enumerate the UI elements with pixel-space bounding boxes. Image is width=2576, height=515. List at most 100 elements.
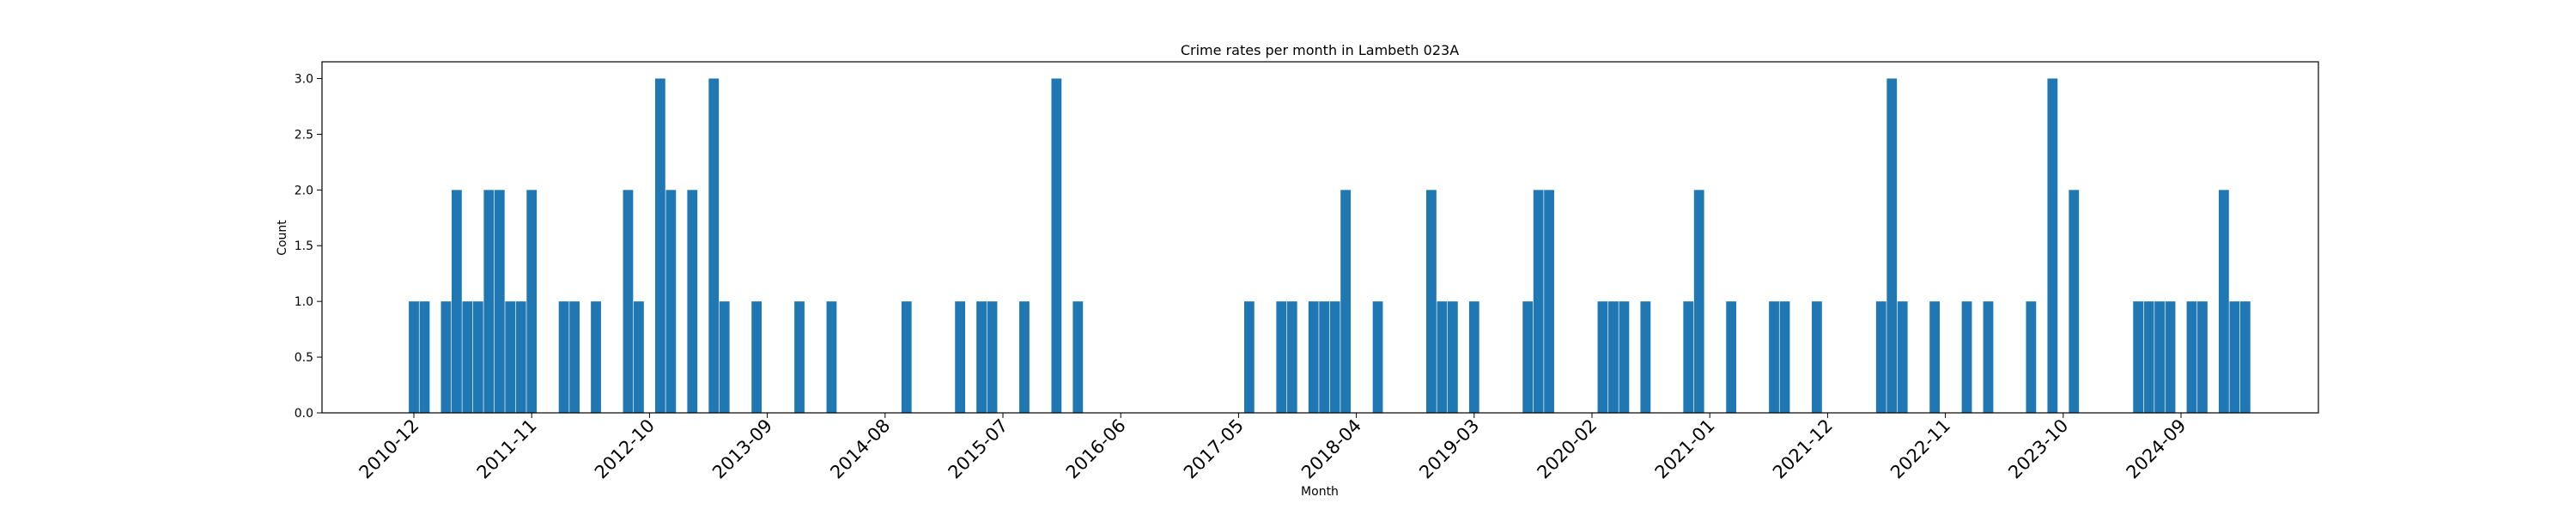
bar-2025-03: [2239, 301, 2251, 413]
bar-2017-12: [1308, 301, 1319, 413]
bar-2019-08: [1522, 301, 1534, 413]
x-axis: 2010-12 2011-11 2012-10 2013-09 2014-08 2015-…: [355, 413, 2190, 483]
x-axis-label: Month: [1301, 485, 1339, 499]
bar-2012-09: [634, 301, 644, 413]
bar-2015-05: [976, 301, 987, 413]
bar-2023-07: [2026, 301, 2037, 413]
x-tick-label: 2020-02: [1534, 415, 1601, 483]
x-tick-label: 2024-09: [2123, 415, 2190, 483]
bar-2020-03: [1597, 301, 1608, 413]
bar-2024-07: [2154, 301, 2165, 413]
bar-2024-08: [2165, 301, 2176, 413]
bar-2012-11: [654, 78, 665, 413]
bar-2017-10: [1286, 301, 1297, 413]
x-tick-label: 2011-11: [473, 415, 541, 483]
bar-2011-09: [505, 301, 516, 413]
bar-2013-05: [719, 301, 730, 413]
bar-2017-09: [1276, 301, 1287, 413]
bar-2018-02: [1329, 301, 1340, 413]
bar-2013-02: [687, 190, 698, 413]
x-tick-label: 2023-10: [2004, 415, 2072, 483]
y-tick-label: 0.5: [295, 351, 313, 365]
x-tick-label: 2022-11: [1886, 415, 1954, 483]
bar-2014-10: [901, 301, 912, 413]
bar-2011-04: [451, 190, 462, 413]
bar-2022-07: [1897, 301, 1908, 413]
y-axis: 0.0 0.5 1.0 1.5 2.0 2.5 3.0: [295, 72, 322, 421]
plot-frame: [321, 61, 2319, 414]
bar-2022-05: [1875, 301, 1886, 413]
bar-2012-12: [665, 190, 677, 413]
bar-2020-07: [1640, 301, 1651, 413]
bar-2011-05: [462, 301, 473, 413]
bar-2024-10: [2186, 301, 2197, 413]
bar-2019-09: [1533, 190, 1544, 413]
bar-2018-12: [1437, 301, 1448, 413]
bar-2011-06: [472, 301, 483, 413]
bar-2018-06: [1372, 301, 1383, 413]
bar-2023-09: [2047, 78, 2058, 413]
bar-2011-07: [483, 190, 495, 413]
bar-2018-01: [1319, 301, 1330, 413]
x-tick-label: 2014-08: [826, 415, 894, 483]
bar-2024-11: [2197, 301, 2208, 413]
bar-2021-08: [1779, 301, 1790, 413]
bar-2024-05: [2133, 301, 2144, 413]
x-tick-label: 2012-10: [591, 415, 659, 483]
x-tick-label: 2018-04: [1297, 415, 1365, 483]
bar-2011-03: [440, 301, 452, 413]
bar-2022-10: [1929, 301, 1941, 413]
bar-2012-05: [591, 301, 601, 413]
y-tick-label: 1.0: [295, 295, 313, 309]
bar-2015-12: [1051, 78, 1062, 413]
x-tick-label: 2021-01: [1651, 415, 1719, 483]
bar-2019-03: [1468, 301, 1479, 413]
bar-2011-08: [494, 190, 505, 413]
bar-2012-03: [569, 301, 580, 413]
y-tick-label: 2.5: [295, 128, 313, 142]
y-tick-label: 1.5: [295, 239, 313, 253]
bar-2012-08: [623, 190, 634, 413]
y-tick-label: 0.0: [295, 407, 313, 421]
bar-2020-05: [1619, 301, 1630, 413]
x-tick-label: 2010-12: [355, 415, 423, 483]
y-tick-label: 2.0: [295, 184, 313, 197]
bar-2021-03: [1726, 301, 1737, 413]
chart-title: Crime rates per month in Lambeth 023A: [1181, 42, 1459, 58]
bar-2010-12: [409, 301, 419, 413]
bar-2020-11: [1683, 301, 1694, 413]
y-axis-label: Count: [276, 220, 289, 256]
bar-2017-06: [1243, 301, 1255, 413]
x-tick-label: 2019-03: [1415, 415, 1483, 483]
bar-2013-08: [751, 301, 762, 413]
bar-2020-04: [1608, 301, 1619, 413]
bar-2016-02: [1072, 301, 1084, 413]
bar-2011-01: [419, 301, 430, 413]
x-tick-label: 2013-09: [708, 415, 776, 483]
bar-2024-06: [2143, 301, 2154, 413]
bar-2023-11: [2069, 190, 2080, 413]
bar-2018-03: [1340, 190, 1352, 413]
y-tick-label: 3.0: [295, 72, 313, 86]
bar-2023-01: [1961, 301, 1972, 413]
bar-2013-12: [794, 301, 805, 413]
bar-2023-03: [1983, 301, 1994, 413]
bar-2011-10: [515, 301, 526, 413]
x-tick-label: 2017-05: [1180, 415, 1248, 483]
bar-2025-01: [2218, 190, 2229, 413]
bar-2014-03: [826, 301, 837, 413]
x-tick-label: 2021-12: [1769, 415, 1837, 483]
bar-2019-10: [1544, 190, 1555, 413]
bar-2021-11: [1812, 301, 1822, 413]
x-tick-label: 2016-06: [1062, 415, 1130, 483]
bar-2020-12: [1693, 190, 1704, 413]
bar-2013-04: [708, 78, 720, 413]
bar-2011-11: [526, 190, 538, 413]
bar-2015-03: [955, 301, 966, 413]
bar-2022-06: [1886, 78, 1898, 413]
bars-group: [409, 78, 2251, 413]
x-tick-label: 2015-07: [945, 415, 1012, 483]
bar-2015-09: [1019, 301, 1030, 413]
bar-2019-01: [1447, 301, 1458, 413]
